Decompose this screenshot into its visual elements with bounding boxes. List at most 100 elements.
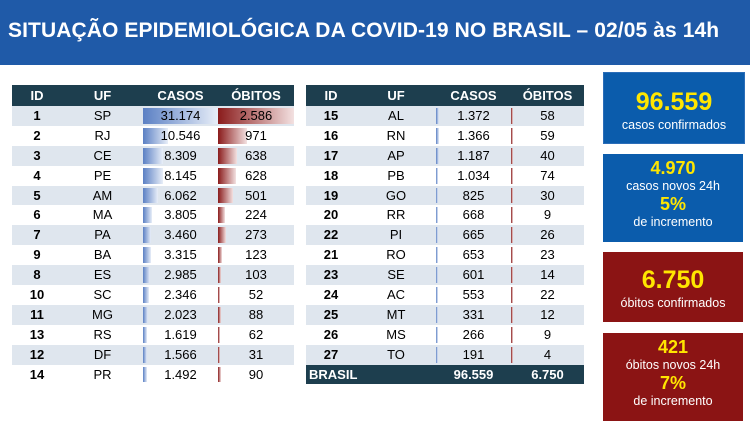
deaths-bar xyxy=(218,326,220,343)
deaths-bar xyxy=(218,346,220,363)
cell-id: 25 xyxy=(306,304,356,325)
table-row: 8 ES 2.985 103 xyxy=(12,265,294,286)
cell-obitos: 40 xyxy=(511,145,584,166)
column-header-obitos: ÓBITOS xyxy=(218,85,294,106)
cell-casos: 31.174 xyxy=(143,106,218,126)
casos-value: 8.145 xyxy=(164,167,197,183)
table-row: 15 AL 1.372 58 xyxy=(306,106,584,126)
cell-casos: 825 xyxy=(436,185,511,206)
deaths-bar xyxy=(511,187,513,204)
cell-obitos: 31 xyxy=(218,344,294,365)
obitos-value: 638 xyxy=(245,147,267,163)
cell-obitos: 4 xyxy=(511,344,584,365)
cell-id: 27 xyxy=(306,344,356,365)
obitos-value: 12 xyxy=(540,306,555,322)
obitos-value: 971 xyxy=(245,127,267,143)
cell-uf: TO xyxy=(356,344,436,365)
obitos-value: 40 xyxy=(540,147,555,163)
cell-casos: 1.619 xyxy=(143,324,218,345)
casos-value: 668 xyxy=(462,207,485,223)
table-row: 25 MT 331 12 xyxy=(306,304,584,325)
casos-value: 10.546 xyxy=(160,127,201,143)
table-row: 17 AP 1.187 40 xyxy=(306,145,584,166)
cases-bar xyxy=(436,267,438,284)
cell-id: 23 xyxy=(306,265,356,286)
cell-id: 7 xyxy=(12,225,62,246)
cell-uf: MS xyxy=(356,324,436,345)
cell-obitos: 52 xyxy=(218,285,294,305)
deaths-bar xyxy=(511,207,513,224)
cell-id: 2 xyxy=(12,125,62,146)
table-header-row: ID UF CASOS ÓBITOS xyxy=(306,85,584,106)
cases-bar xyxy=(436,108,440,124)
cases-bar xyxy=(143,207,153,224)
table-row: 7 PA 3.460 273 xyxy=(12,225,294,246)
table-row: 9 BA 3.315 123 xyxy=(12,245,294,266)
casos-value: 1.619 xyxy=(164,326,197,342)
cell-obitos: 14 xyxy=(511,265,584,286)
casos-value: 2.346 xyxy=(164,286,197,302)
cell-obitos: 501 xyxy=(218,185,294,206)
table-row: 2 RJ 10.546 971 xyxy=(12,125,294,146)
deaths-bar xyxy=(218,287,220,303)
cases-bar xyxy=(436,326,438,343)
obitos-value: 90 xyxy=(248,366,264,382)
column-header-casos: CASOS xyxy=(143,85,218,106)
cell-obitos: 58 xyxy=(511,106,584,126)
cell-obitos: 62 xyxy=(218,324,294,345)
cases-bar xyxy=(143,187,158,204)
new-deaths-label: óbitos novos 24h xyxy=(625,358,721,372)
new-cases-label: casos novos 24h xyxy=(626,179,720,193)
deaths-bar xyxy=(218,267,222,284)
cell-obitos: 628 xyxy=(218,165,294,186)
cases-bar xyxy=(436,167,439,184)
cell-id: 3 xyxy=(12,145,62,166)
table-row: 13 RS 1.619 62 xyxy=(12,324,294,345)
cell-id: 22 xyxy=(306,225,356,246)
cell-id: 9 xyxy=(12,245,62,266)
casos-value: 825 xyxy=(462,187,485,203)
cell-id: 11 xyxy=(12,304,62,325)
obitos-value: 58 xyxy=(540,107,555,123)
obitos-value: 2.586 xyxy=(239,107,273,123)
cell-obitos: 273 xyxy=(218,225,294,246)
table-row: 10 SC 2.346 52 xyxy=(12,285,294,305)
total-row: BRASIL 96.559 6.750 xyxy=(306,364,584,385)
deaths-bar xyxy=(511,147,513,164)
casos-value: 601 xyxy=(462,267,485,283)
confirmed-cases-value: 96.559 xyxy=(635,88,713,116)
table-row: 23 SE 601 14 xyxy=(306,265,584,286)
cell-obitos: 12 xyxy=(511,304,584,325)
new-deaths-box: 421 óbitos novos 24h 7% de incremento xyxy=(603,333,743,421)
casos-value: 665 xyxy=(462,227,485,243)
cell-obitos: 224 xyxy=(218,205,294,226)
obitos-value: 62 xyxy=(248,326,264,342)
deaths-bar xyxy=(511,306,513,323)
cell-uf: PE xyxy=(62,165,143,186)
cell-casos: 553 xyxy=(436,285,511,305)
deaths-bar xyxy=(218,227,227,244)
deaths-bar xyxy=(511,167,514,184)
cell-casos: 1.566 xyxy=(143,344,218,365)
table-row: 6 MA 3.805 224 xyxy=(12,205,294,226)
cell-obitos: 2.586 xyxy=(218,106,294,126)
cell-casos: 1.366 xyxy=(436,125,511,146)
column-header-obitos: ÓBITOS xyxy=(511,85,584,106)
cell-id: 12 xyxy=(12,344,62,365)
casos-value: 653 xyxy=(462,247,485,263)
table-row: 24 AC 553 22 xyxy=(306,285,584,305)
casos-value: 331 xyxy=(462,306,485,322)
cell-uf: MT xyxy=(356,304,436,325)
deaths-bar xyxy=(218,187,233,204)
column-header-uf: UF xyxy=(356,85,436,106)
casos-value: 266 xyxy=(462,326,485,342)
cell-uf: PI xyxy=(356,225,436,246)
casos-value: 31.174 xyxy=(160,107,201,123)
deaths-bar xyxy=(218,167,237,184)
cell-id: 15 xyxy=(306,106,356,126)
deaths-bar xyxy=(218,366,221,383)
deaths-bar xyxy=(218,127,247,144)
casos-value: 1.566 xyxy=(164,346,197,362)
new-cases-value: 4.970 xyxy=(650,158,696,178)
new-cases-percent-label: de incremento xyxy=(633,215,713,229)
